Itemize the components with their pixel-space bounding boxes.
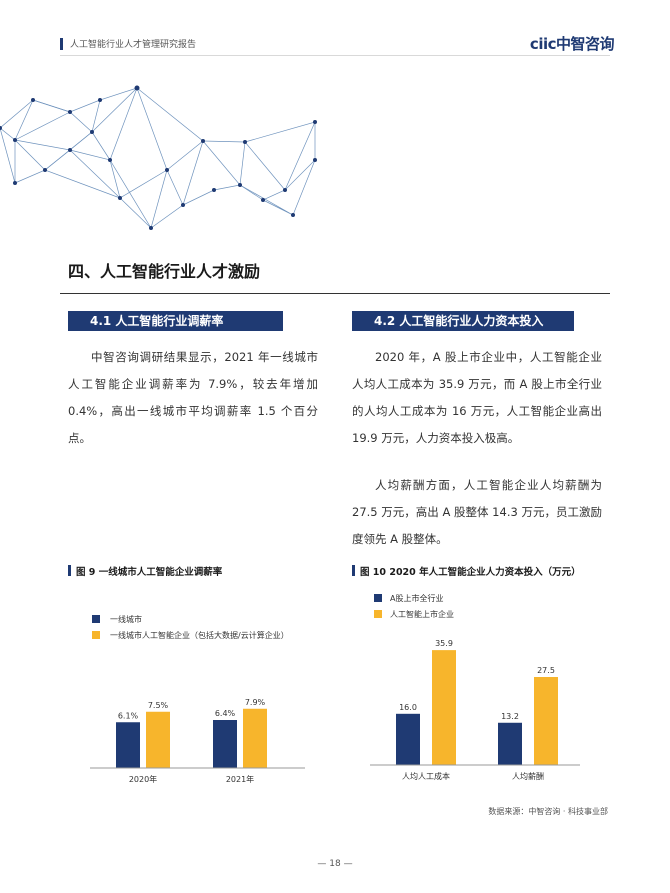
data-label-2-1: 13.2 bbox=[501, 712, 519, 721]
figure-10-chart: 16.0 35.9 人均人工成本 13.2 27.5 人均薪酬 bbox=[370, 639, 580, 781]
bar-1-2 bbox=[432, 650, 456, 765]
figure-9-legend-swatch-1 bbox=[92, 615, 100, 623]
subsection-4-2-title: 4.2 人工智能行业人力资本投入 bbox=[352, 311, 574, 331]
figure-10-accent-bar bbox=[352, 565, 355, 576]
subsection-4-2-paragraph-2: 人均薪酬方面，人工智能企业人均薪酬为 27.5 万元，高出 A 股整体 14.3… bbox=[352, 478, 602, 546]
data-label-1-2: 35.9 bbox=[435, 639, 453, 648]
data-label-1-1: 16.0 bbox=[399, 703, 417, 712]
figure-9-accent-bar bbox=[68, 565, 71, 576]
figure-10-legend-label-1: A股上市全行业 bbox=[390, 594, 444, 603]
bar-2-2 bbox=[534, 677, 558, 765]
page-number: — 18 — bbox=[317, 859, 353, 869]
figure-9-legend-label-2: 一线城市人工智能企业（包括大数据/云计算企业） bbox=[110, 631, 289, 640]
category-label-2: 人均薪酬 bbox=[512, 771, 544, 781]
bar-2-1 bbox=[498, 722, 522, 765]
figure-9-legend-label-1: 一线城市 bbox=[110, 615, 142, 624]
header-divider bbox=[60, 55, 610, 56]
data-label-1-1: 6.1% bbox=[118, 711, 139, 720]
figure-10-legend-label-2: 人工智能上市企业 bbox=[390, 610, 454, 619]
bar-1-1 bbox=[396, 713, 420, 765]
category-label-1: 2020年 bbox=[129, 774, 157, 784]
figure-10-legend-swatch-2 bbox=[374, 610, 382, 618]
figure-10-title: 图 10 2020 年人工智能企业人力资本投入（万元） bbox=[360, 567, 581, 578]
figure-9-title: 图 9 一线城市人工智能企业调薪率 bbox=[76, 567, 223, 578]
section-heading-rule bbox=[60, 293, 610, 294]
subsection-4-2-paragraph-1: 2020 年，A 股上市企业中，人工智能企业人均人工成本为 35.9 万元，而 … bbox=[352, 350, 602, 445]
category-label-2: 2021年 bbox=[226, 774, 254, 784]
subsection-4-1-paragraph: 中智咨询调研结果显示，2021 年一线城市人工智能企业调薪率为 7.9%，较去年… bbox=[68, 350, 318, 445]
subsection-4-1-title: 4.1 人工智能行业调薪率 bbox=[68, 311, 283, 331]
bar-2-2 bbox=[243, 708, 267, 768]
data-label-1-2: 7.5% bbox=[148, 701, 169, 710]
decorative-network-graphic bbox=[0, 85, 317, 230]
category-label-1: 人均人工成本 bbox=[402, 771, 450, 781]
data-label-2-1: 6.4% bbox=[215, 709, 236, 718]
figure-9-legend-swatch-2 bbox=[92, 631, 100, 639]
data-label-2-2: 7.9% bbox=[245, 698, 266, 707]
bar-1-2 bbox=[146, 711, 170, 768]
header-accent-bar bbox=[60, 38, 63, 50]
figure-9-chart: 6.1% 7.5% 2020年 6.4% 7.9% 2021年 bbox=[90, 698, 305, 784]
ciic-logo: ciic中智咨询 bbox=[529, 35, 615, 53]
bar-1-1 bbox=[116, 722, 140, 768]
report-title: 人工智能行业人才管理研究报告 bbox=[70, 40, 197, 50]
section-heading: 四、人工智能行业人才激励 bbox=[68, 262, 261, 281]
bar-2-1 bbox=[213, 720, 237, 768]
data-label-2-2: 27.5 bbox=[537, 666, 555, 675]
data-source-note: 数据来源：中智咨询 · 科技事业部 bbox=[488, 807, 608, 816]
figure-10-legend-swatch-1 bbox=[374, 594, 382, 602]
